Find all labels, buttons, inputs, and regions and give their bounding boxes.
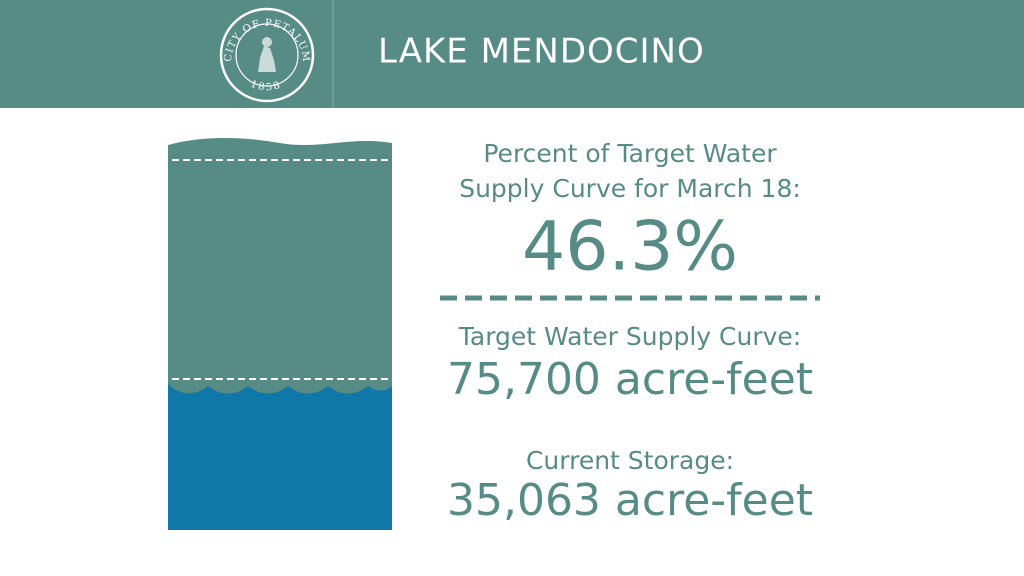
water xyxy=(168,384,392,530)
logo-year: 1858 xyxy=(249,79,284,94)
current-value: 35,063 acre-feet xyxy=(447,475,813,526)
target-value: 75,700 acre-feet xyxy=(447,354,813,405)
percent-value: 46.3% xyxy=(522,208,738,287)
percent-label: Percent of Target Water xyxy=(483,139,777,168)
logo-year-text: 1858 xyxy=(249,79,282,94)
tank xyxy=(168,137,392,530)
target-label: Target Water Supply Curve: xyxy=(458,322,801,351)
title: LAKE MENDOCINO xyxy=(378,32,705,72)
header-bar xyxy=(0,0,1024,108)
current-label: Current Storage: xyxy=(526,446,734,475)
percent-label: Supply Curve for March 18: xyxy=(459,174,801,203)
